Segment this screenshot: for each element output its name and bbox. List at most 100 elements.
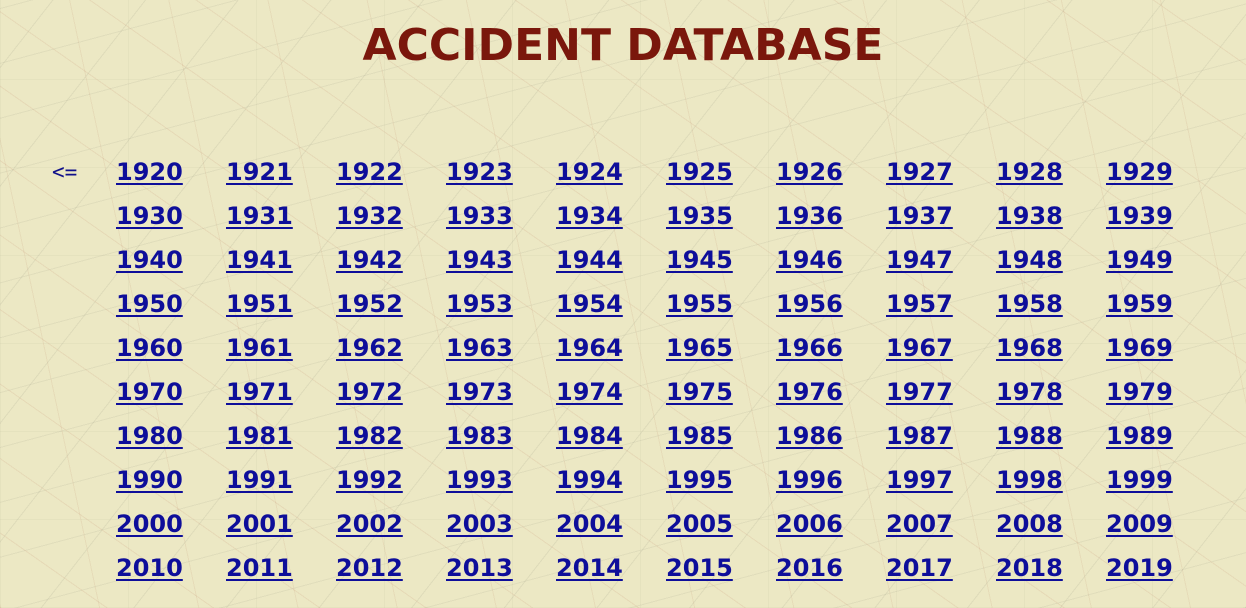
year-link-1979[interactable]: 1979 (1106, 378, 1173, 406)
year-link-1966[interactable]: 1966 (776, 334, 843, 362)
year-link-1971[interactable]: 1971 (226, 378, 293, 406)
year-link-1954[interactable]: 1954 (556, 290, 623, 318)
year-link-1940[interactable]: 1940 (116, 246, 183, 274)
year-link-1948[interactable]: 1948 (996, 246, 1063, 274)
year-link-1921[interactable]: 1921 (226, 158, 293, 186)
year-link-1961[interactable]: 1961 (226, 334, 293, 362)
year-link-1957[interactable]: 1957 (886, 290, 953, 318)
year-link-1924[interactable]: 1924 (556, 158, 623, 186)
year-link-1967[interactable]: 1967 (886, 334, 953, 362)
year-link-1922[interactable]: 1922 (336, 158, 403, 186)
year-link-1943[interactable]: 1943 (446, 246, 513, 274)
year-link-1956[interactable]: 1956 (776, 290, 843, 318)
year-link-1946[interactable]: 1946 (776, 246, 843, 274)
year-link-1939[interactable]: 1939 (1106, 202, 1173, 230)
year-link-1926[interactable]: 1926 (776, 158, 843, 186)
year-link-1981[interactable]: 1981 (226, 422, 293, 450)
year-link-1994[interactable]: 1994 (556, 466, 623, 494)
year-link-1978[interactable]: 1978 (996, 378, 1063, 406)
year-link-1960[interactable]: 1960 (116, 334, 183, 362)
year-link-1928[interactable]: 1928 (996, 158, 1063, 186)
year-link-1944[interactable]: 1944 (556, 246, 623, 274)
year-link-2003[interactable]: 2003 (446, 510, 513, 538)
year-link-1999[interactable]: 1999 (1106, 466, 1173, 494)
year-link-1973[interactable]: 1973 (446, 378, 513, 406)
year-link-2005[interactable]: 2005 (666, 510, 733, 538)
year-link-1990[interactable]: 1990 (116, 466, 183, 494)
year-link-1988[interactable]: 1988 (996, 422, 1063, 450)
year-link-1950[interactable]: 1950 (116, 290, 183, 318)
year-link-1938[interactable]: 1938 (996, 202, 1063, 230)
year-link-1930[interactable]: 1930 (116, 202, 183, 230)
year-link-1983[interactable]: 1983 (446, 422, 513, 450)
year-link-1964[interactable]: 1964 (556, 334, 623, 362)
year-link-1985[interactable]: 1985 (666, 422, 733, 450)
year-link-1934[interactable]: 1934 (556, 202, 623, 230)
year-link-1945[interactable]: 1945 (666, 246, 733, 274)
year-link-2008[interactable]: 2008 (996, 510, 1063, 538)
year-link-1998[interactable]: 1998 (996, 466, 1063, 494)
year-link-2001[interactable]: 2001 (226, 510, 293, 538)
year-link-1972[interactable]: 1972 (336, 378, 403, 406)
year-link-1936[interactable]: 1936 (776, 202, 843, 230)
year-link-1931[interactable]: 1931 (226, 202, 293, 230)
year-link-1993[interactable]: 1993 (446, 466, 513, 494)
year-link-1997[interactable]: 1997 (886, 466, 953, 494)
year-link-2019[interactable]: 2019 (1106, 554, 1173, 582)
year-link-1927[interactable]: 1927 (886, 158, 953, 186)
previous-years-link[interactable]: <= (52, 160, 78, 184)
year-link-2013[interactable]: 2013 (446, 554, 513, 582)
year-link-1987[interactable]: 1987 (886, 422, 953, 450)
year-link-1947[interactable]: 1947 (886, 246, 953, 274)
year-link-2014[interactable]: 2014 (556, 554, 623, 582)
year-link-1991[interactable]: 1991 (226, 466, 293, 494)
year-link-1935[interactable]: 1935 (666, 202, 733, 230)
year-link-1974[interactable]: 1974 (556, 378, 623, 406)
year-link-2016[interactable]: 2016 (776, 554, 843, 582)
year-link-1968[interactable]: 1968 (996, 334, 1063, 362)
year-link-1980[interactable]: 1980 (116, 422, 183, 450)
year-link-1977[interactable]: 1977 (886, 378, 953, 406)
year-link-1975[interactable]: 1975 (666, 378, 733, 406)
year-link-1951[interactable]: 1951 (226, 290, 293, 318)
year-link-1970[interactable]: 1970 (116, 378, 183, 406)
year-link-1959[interactable]: 1959 (1106, 290, 1173, 318)
year-link-1976[interactable]: 1976 (776, 378, 843, 406)
year-link-2009[interactable]: 2009 (1106, 510, 1173, 538)
year-link-2007[interactable]: 2007 (886, 510, 953, 538)
year-link-2006[interactable]: 2006 (776, 510, 843, 538)
year-link-1920[interactable]: 1920 (116, 158, 183, 186)
year-link-2002[interactable]: 2002 (336, 510, 403, 538)
year-link-1925[interactable]: 1925 (666, 158, 733, 186)
year-link-1982[interactable]: 1982 (336, 422, 403, 450)
year-link-1995[interactable]: 1995 (666, 466, 733, 494)
year-link-2010[interactable]: 2010 (116, 554, 183, 582)
year-link-1937[interactable]: 1937 (886, 202, 953, 230)
year-link-1963[interactable]: 1963 (446, 334, 513, 362)
year-link-2004[interactable]: 2004 (556, 510, 623, 538)
year-link-2015[interactable]: 2015 (666, 554, 733, 582)
year-link-2017[interactable]: 2017 (886, 554, 953, 582)
year-link-1942[interactable]: 1942 (336, 246, 403, 274)
year-link-1965[interactable]: 1965 (666, 334, 733, 362)
year-link-2011[interactable]: 2011 (226, 554, 293, 582)
year-link-2018[interactable]: 2018 (996, 554, 1063, 582)
year-link-1941[interactable]: 1941 (226, 246, 293, 274)
year-link-1953[interactable]: 1953 (446, 290, 513, 318)
year-link-1989[interactable]: 1989 (1106, 422, 1173, 450)
year-link-1958[interactable]: 1958 (996, 290, 1063, 318)
year-link-1952[interactable]: 1952 (336, 290, 403, 318)
year-link-2012[interactable]: 2012 (336, 554, 403, 582)
year-link-1996[interactable]: 1996 (776, 466, 843, 494)
year-link-1984[interactable]: 1984 (556, 422, 623, 450)
year-link-1969[interactable]: 1969 (1106, 334, 1173, 362)
year-link-1962[interactable]: 1962 (336, 334, 403, 362)
year-link-1986[interactable]: 1986 (776, 422, 843, 450)
year-link-2000[interactable]: 2000 (116, 510, 183, 538)
year-link-1932[interactable]: 1932 (336, 202, 403, 230)
year-link-1923[interactable]: 1923 (446, 158, 513, 186)
year-link-1933[interactable]: 1933 (446, 202, 513, 230)
year-link-1955[interactable]: 1955 (666, 290, 733, 318)
year-link-1949[interactable]: 1949 (1106, 246, 1173, 274)
year-link-1992[interactable]: 1992 (336, 466, 403, 494)
